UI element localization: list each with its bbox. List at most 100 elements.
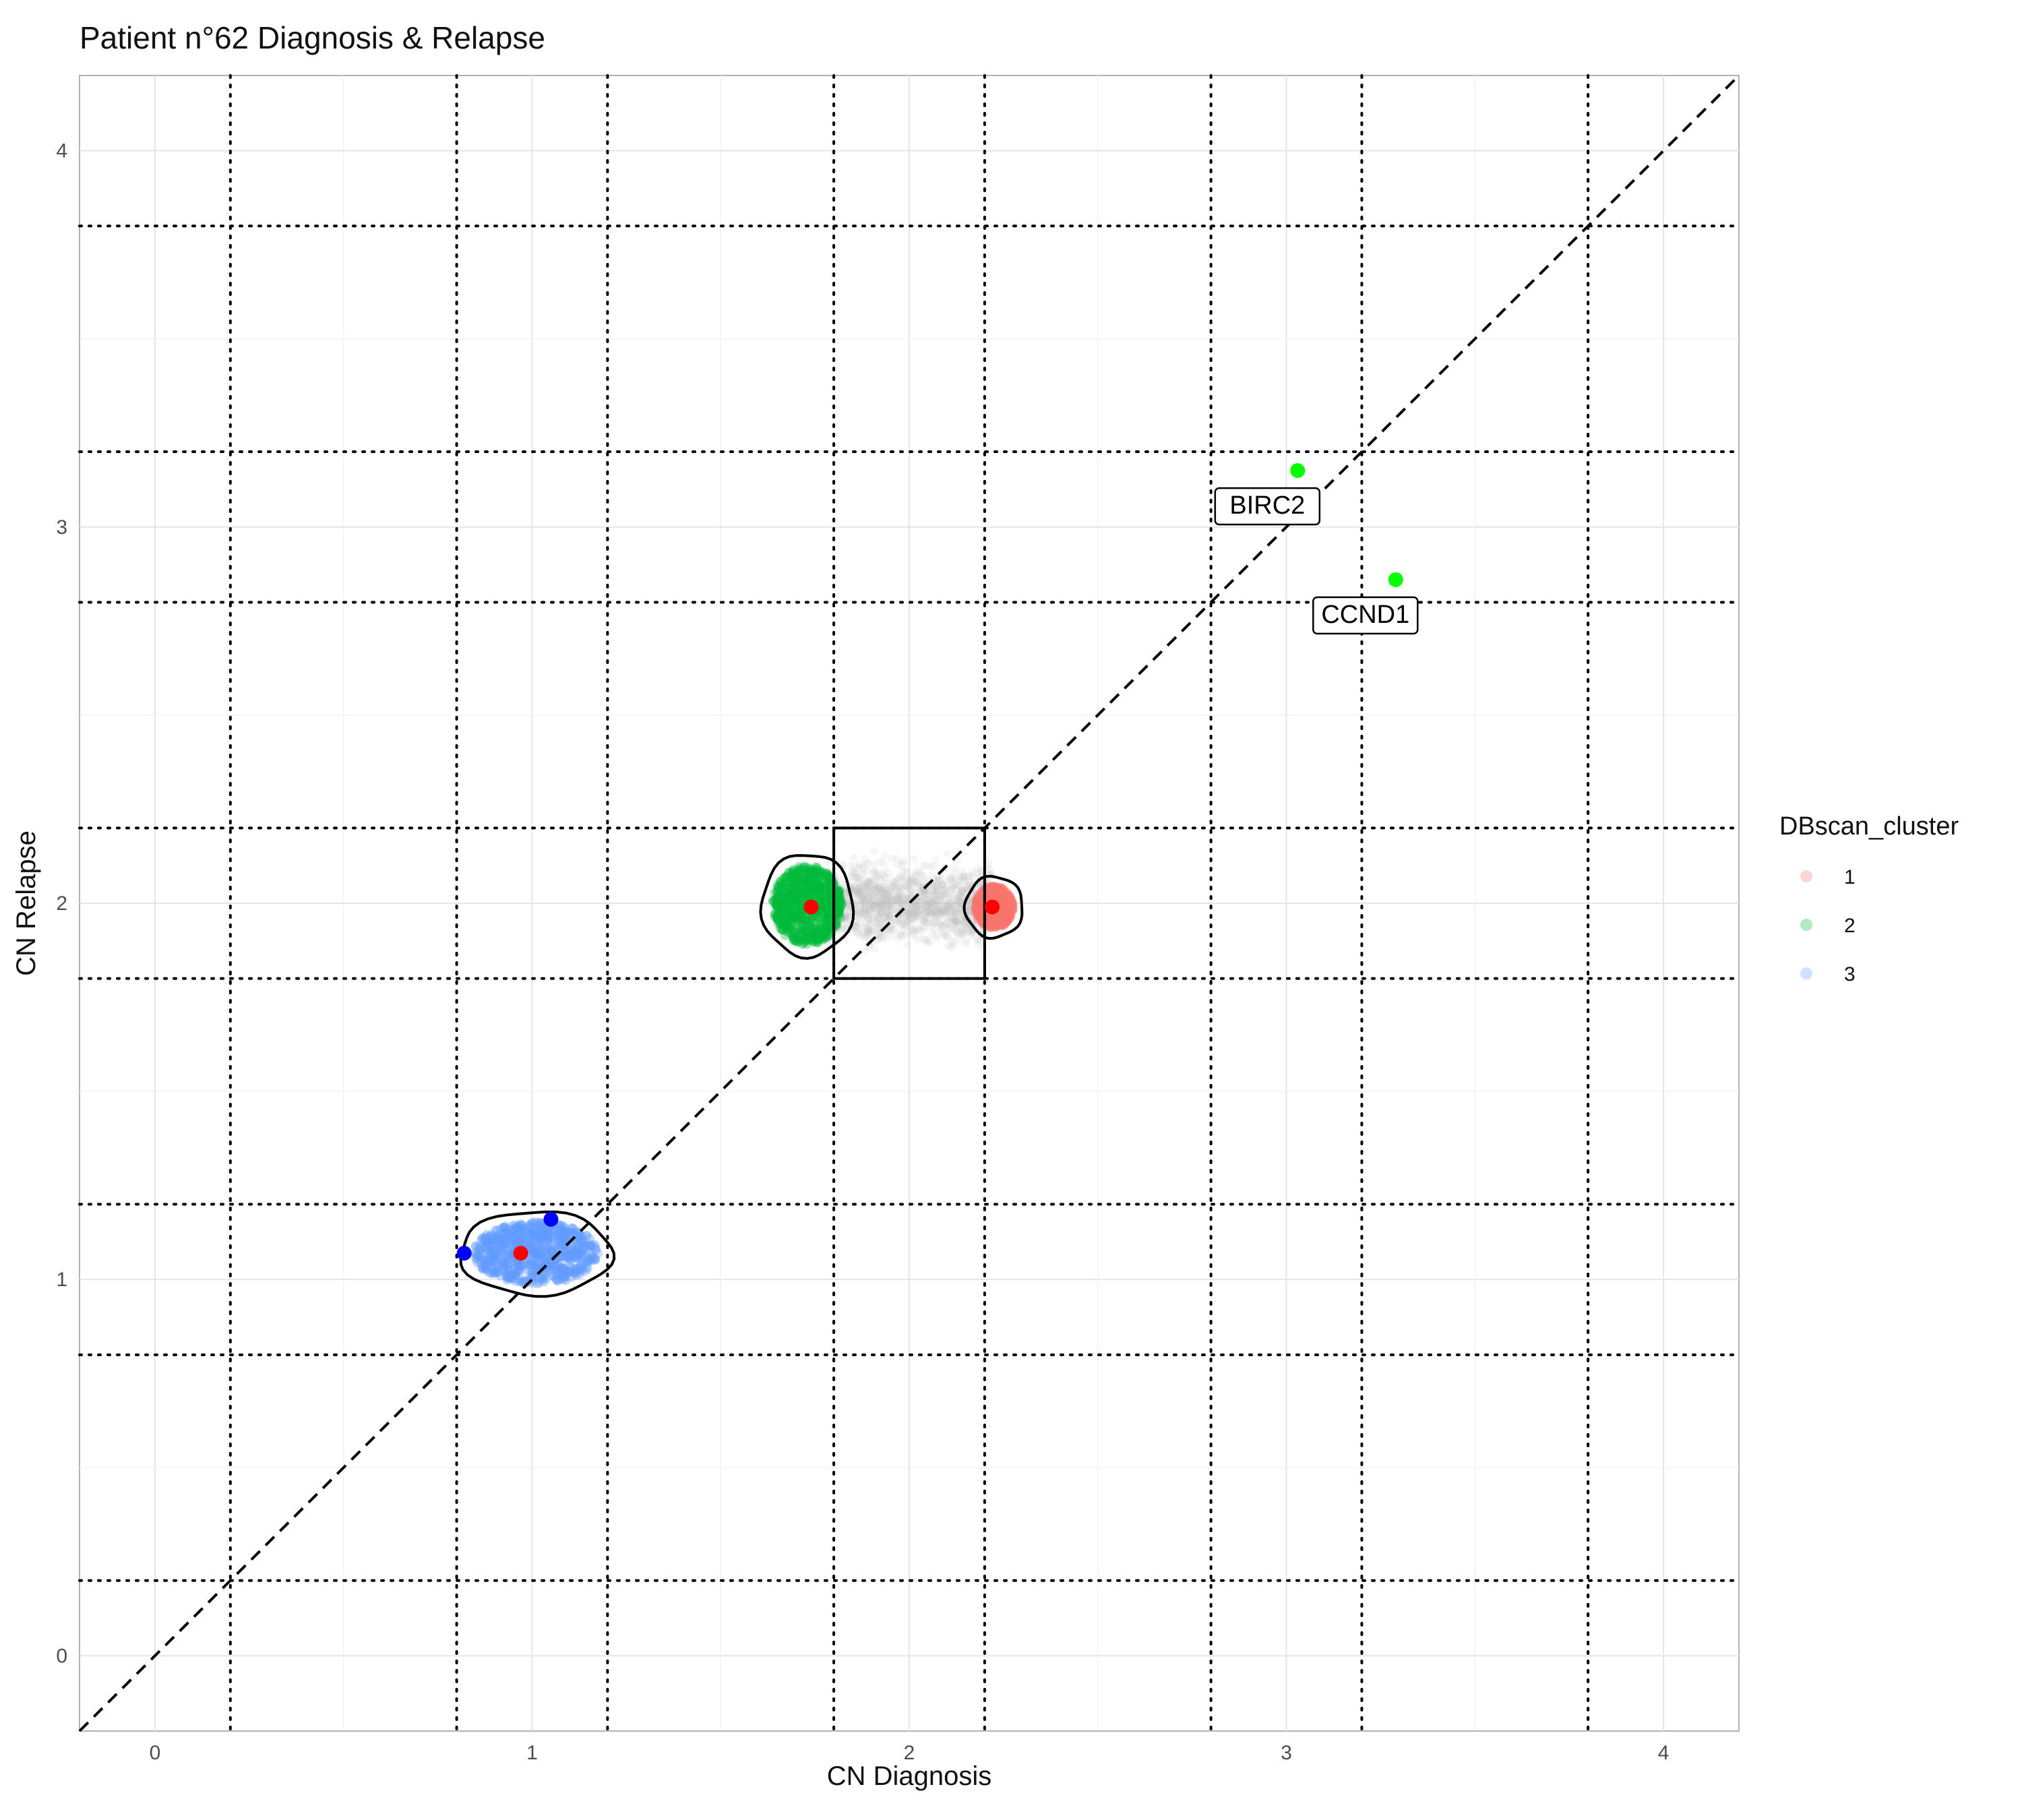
background-point xyxy=(936,908,945,917)
cluster-1-point xyxy=(973,907,983,917)
cluster-1-point xyxy=(1000,907,1010,917)
cluster-2-point xyxy=(821,868,831,878)
cluster-1-point xyxy=(1000,897,1010,907)
cluster-1-point xyxy=(1007,901,1017,911)
background-point xyxy=(905,908,914,917)
background-point xyxy=(929,919,938,928)
cluster-2-point xyxy=(794,875,804,885)
cluster-1-point xyxy=(992,889,1002,899)
background-point xyxy=(903,898,912,907)
background-point xyxy=(912,868,921,876)
background-point xyxy=(938,880,946,889)
cluster-3-point xyxy=(492,1238,502,1248)
background-point xyxy=(869,915,878,924)
background-point xyxy=(952,928,960,936)
background-point xyxy=(903,901,912,909)
background-point xyxy=(924,907,933,916)
cluster-1-point xyxy=(988,884,998,894)
background-point xyxy=(953,916,962,925)
cluster-2-point xyxy=(794,862,804,872)
background-point xyxy=(876,915,884,924)
background-point xyxy=(936,919,944,928)
background-point xyxy=(851,872,859,881)
cluster-1-point xyxy=(1003,913,1013,923)
background-point xyxy=(933,911,942,920)
background-point xyxy=(895,889,904,898)
cluster-1-point xyxy=(987,921,997,931)
cluster-1-point xyxy=(1004,907,1014,917)
background-point xyxy=(935,899,944,907)
cluster-1-point xyxy=(1002,897,1012,907)
background-point xyxy=(929,882,938,891)
cluster-1-point xyxy=(1003,915,1013,926)
background-point xyxy=(987,923,996,932)
background-point xyxy=(977,901,985,910)
cluster-1-point xyxy=(997,888,1007,899)
background-point xyxy=(952,911,960,919)
cluster-1-point xyxy=(986,916,996,926)
cluster-1-point xyxy=(994,919,1004,930)
background-point xyxy=(862,881,871,890)
background-point xyxy=(825,886,834,894)
background-point xyxy=(975,885,984,894)
background-point xyxy=(969,895,977,904)
background-point xyxy=(919,888,927,897)
cluster-1-point xyxy=(1001,899,1011,909)
cluster-1-point xyxy=(991,914,1001,924)
background-point xyxy=(904,890,913,899)
background-point xyxy=(851,921,860,930)
background-point xyxy=(844,912,853,921)
background-point xyxy=(956,876,964,884)
background-point xyxy=(878,888,887,897)
background-point xyxy=(863,893,872,902)
background-point xyxy=(969,908,978,917)
background-point xyxy=(825,905,834,914)
cluster-1-point xyxy=(1000,915,1010,926)
background-point xyxy=(879,912,888,921)
background-point xyxy=(882,907,890,916)
background-point xyxy=(884,869,893,878)
background-point xyxy=(915,879,923,888)
background-point xyxy=(894,894,902,903)
background-point xyxy=(905,913,913,922)
cluster-3-point xyxy=(547,1240,557,1250)
background-point xyxy=(905,884,913,893)
cluster-1-point xyxy=(995,910,1006,920)
background-point xyxy=(874,892,882,901)
background-point xyxy=(904,909,913,917)
background-point xyxy=(919,888,927,897)
cluster-1-point xyxy=(997,889,1007,899)
background-point xyxy=(874,920,882,929)
background-point xyxy=(952,896,961,905)
background-point xyxy=(938,911,947,919)
background-point xyxy=(869,926,878,935)
cluster-1-point xyxy=(998,903,1008,913)
cluster-1-point xyxy=(975,899,985,909)
background-point xyxy=(871,885,880,894)
background-point xyxy=(958,887,967,896)
background-point xyxy=(822,915,831,923)
background-point xyxy=(857,881,866,890)
background-point xyxy=(882,934,890,943)
background-point xyxy=(892,886,900,895)
background-point xyxy=(958,873,967,882)
background-point xyxy=(956,909,965,918)
cluster-1-point xyxy=(987,882,997,892)
background-point xyxy=(977,904,985,913)
background-point xyxy=(892,875,901,884)
background-point xyxy=(865,876,874,885)
cluster-1-point xyxy=(973,892,983,903)
background-point xyxy=(963,880,972,889)
background-point xyxy=(905,908,913,917)
background-point xyxy=(917,903,926,911)
cluster-1-point xyxy=(1002,900,1012,910)
background-point xyxy=(887,931,896,940)
background-point xyxy=(931,877,940,886)
cluster-1-point xyxy=(999,911,1009,921)
x-tick-label: 0 xyxy=(150,1742,161,1764)
background-point xyxy=(972,903,981,911)
background-point xyxy=(902,917,911,926)
background-point xyxy=(890,883,899,892)
background-point xyxy=(958,927,967,936)
cluster-2-point xyxy=(834,889,844,899)
